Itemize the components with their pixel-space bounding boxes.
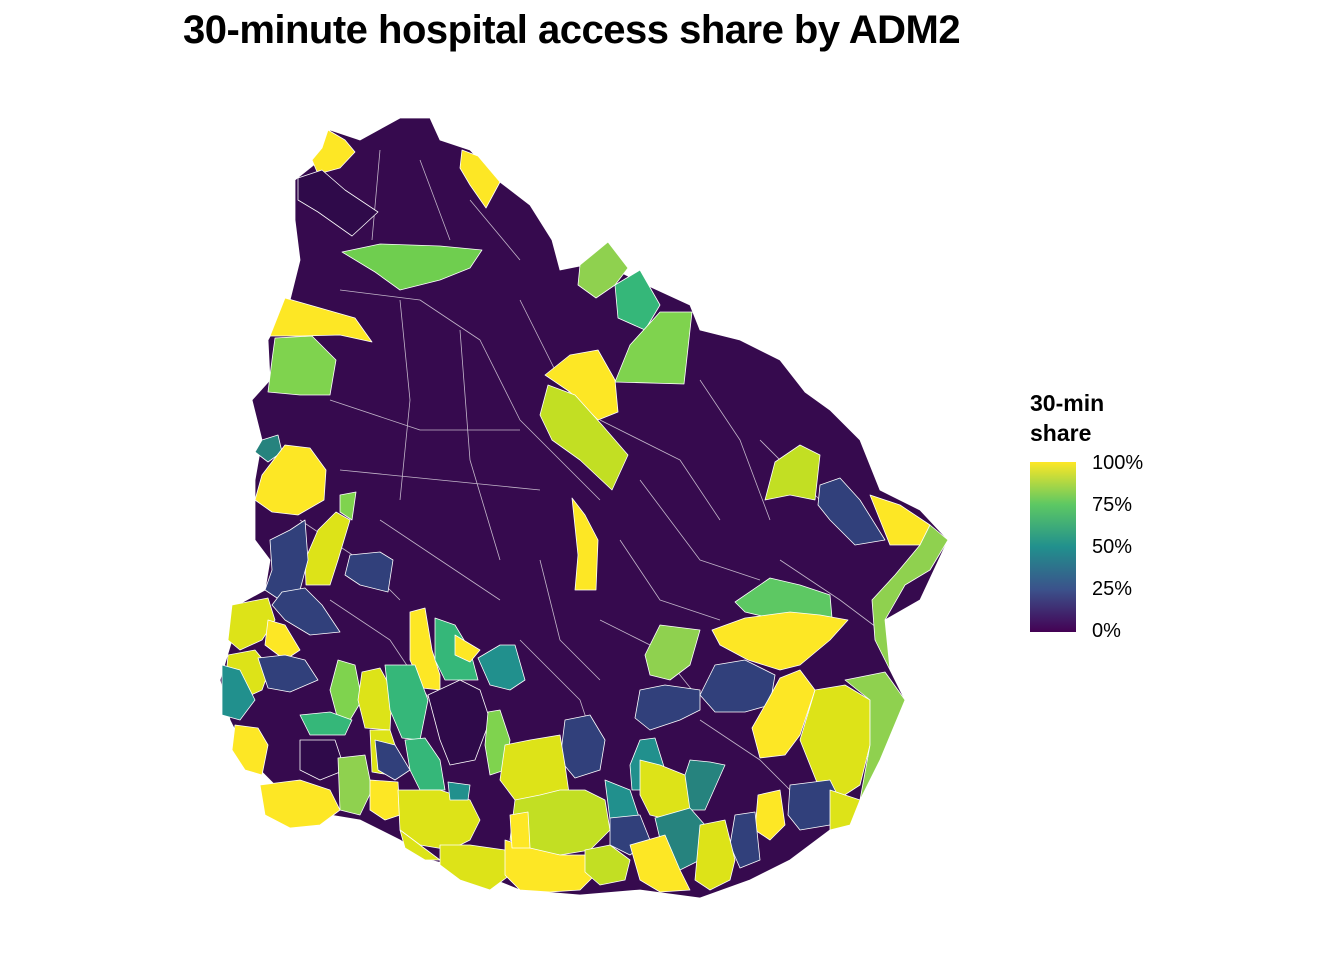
legend-tick-label-25: 25% [1092, 578, 1133, 600]
legend-tick [1076, 631, 1084, 632]
legend-tick [1076, 550, 1084, 551]
region [264, 619, 301, 661]
region [374, 739, 411, 781]
region [231, 724, 269, 776]
region [254, 434, 283, 463]
region [221, 664, 256, 721]
region [539, 384, 629, 491]
region [751, 669, 816, 759]
region [257, 654, 319, 693]
region [629, 834, 691, 893]
region [459, 149, 501, 209]
region [311, 129, 356, 175]
region [644, 624, 701, 681]
region [571, 497, 599, 591]
region [254, 444, 327, 516]
region [399, 829, 441, 861]
legend-title-line2: share [1030, 420, 1092, 446]
region [339, 491, 357, 521]
adm2-regions [221, 129, 949, 893]
map-title: 30-minute hospital access share by ADM2 [183, 8, 961, 52]
legend-tick [1076, 592, 1084, 593]
region [267, 335, 337, 396]
region [477, 644, 526, 691]
region [337, 754, 373, 816]
region [227, 597, 276, 651]
region [304, 511, 351, 586]
legend-colorbar [1030, 462, 1076, 632]
region [447, 781, 471, 801]
region [829, 789, 861, 831]
region [297, 169, 379, 237]
region [454, 634, 481, 663]
legend-tick [1076, 508, 1084, 509]
region [634, 684, 701, 731]
legend-tick [1076, 466, 1084, 467]
region [614, 311, 693, 385]
region [871, 524, 949, 671]
legend-tick-label-50: 50% [1092, 536, 1133, 558]
region [614, 269, 661, 331]
region [509, 811, 531, 849]
region [694, 819, 736, 891]
region [504, 839, 601, 893]
region [427, 679, 491, 766]
legend-title-line1: 30-min [1030, 390, 1105, 416]
region [299, 711, 353, 736]
legend-title: 30-min share [1030, 388, 1140, 448]
region [584, 844, 631, 886]
region [699, 659, 776, 713]
region [369, 779, 401, 821]
color-legend: 30-min share 100% 75% 50% 25% 0% [1030, 388, 1143, 641]
legend-tick-label-100: 100% [1092, 452, 1144, 474]
region [764, 444, 821, 501]
region [711, 611, 849, 671]
region [259, 779, 341, 829]
region [439, 844, 511, 891]
legend-tick-label-75: 75% [1092, 494, 1133, 516]
region [729, 811, 761, 869]
region [799, 684, 871, 799]
region [271, 587, 341, 636]
region [817, 477, 886, 546]
legend-tick-label-0: 0% [1092, 620, 1121, 642]
region [344, 551, 394, 593]
region [269, 297, 373, 343]
region [844, 671, 906, 801]
region [299, 739, 346, 781]
region [341, 243, 483, 291]
